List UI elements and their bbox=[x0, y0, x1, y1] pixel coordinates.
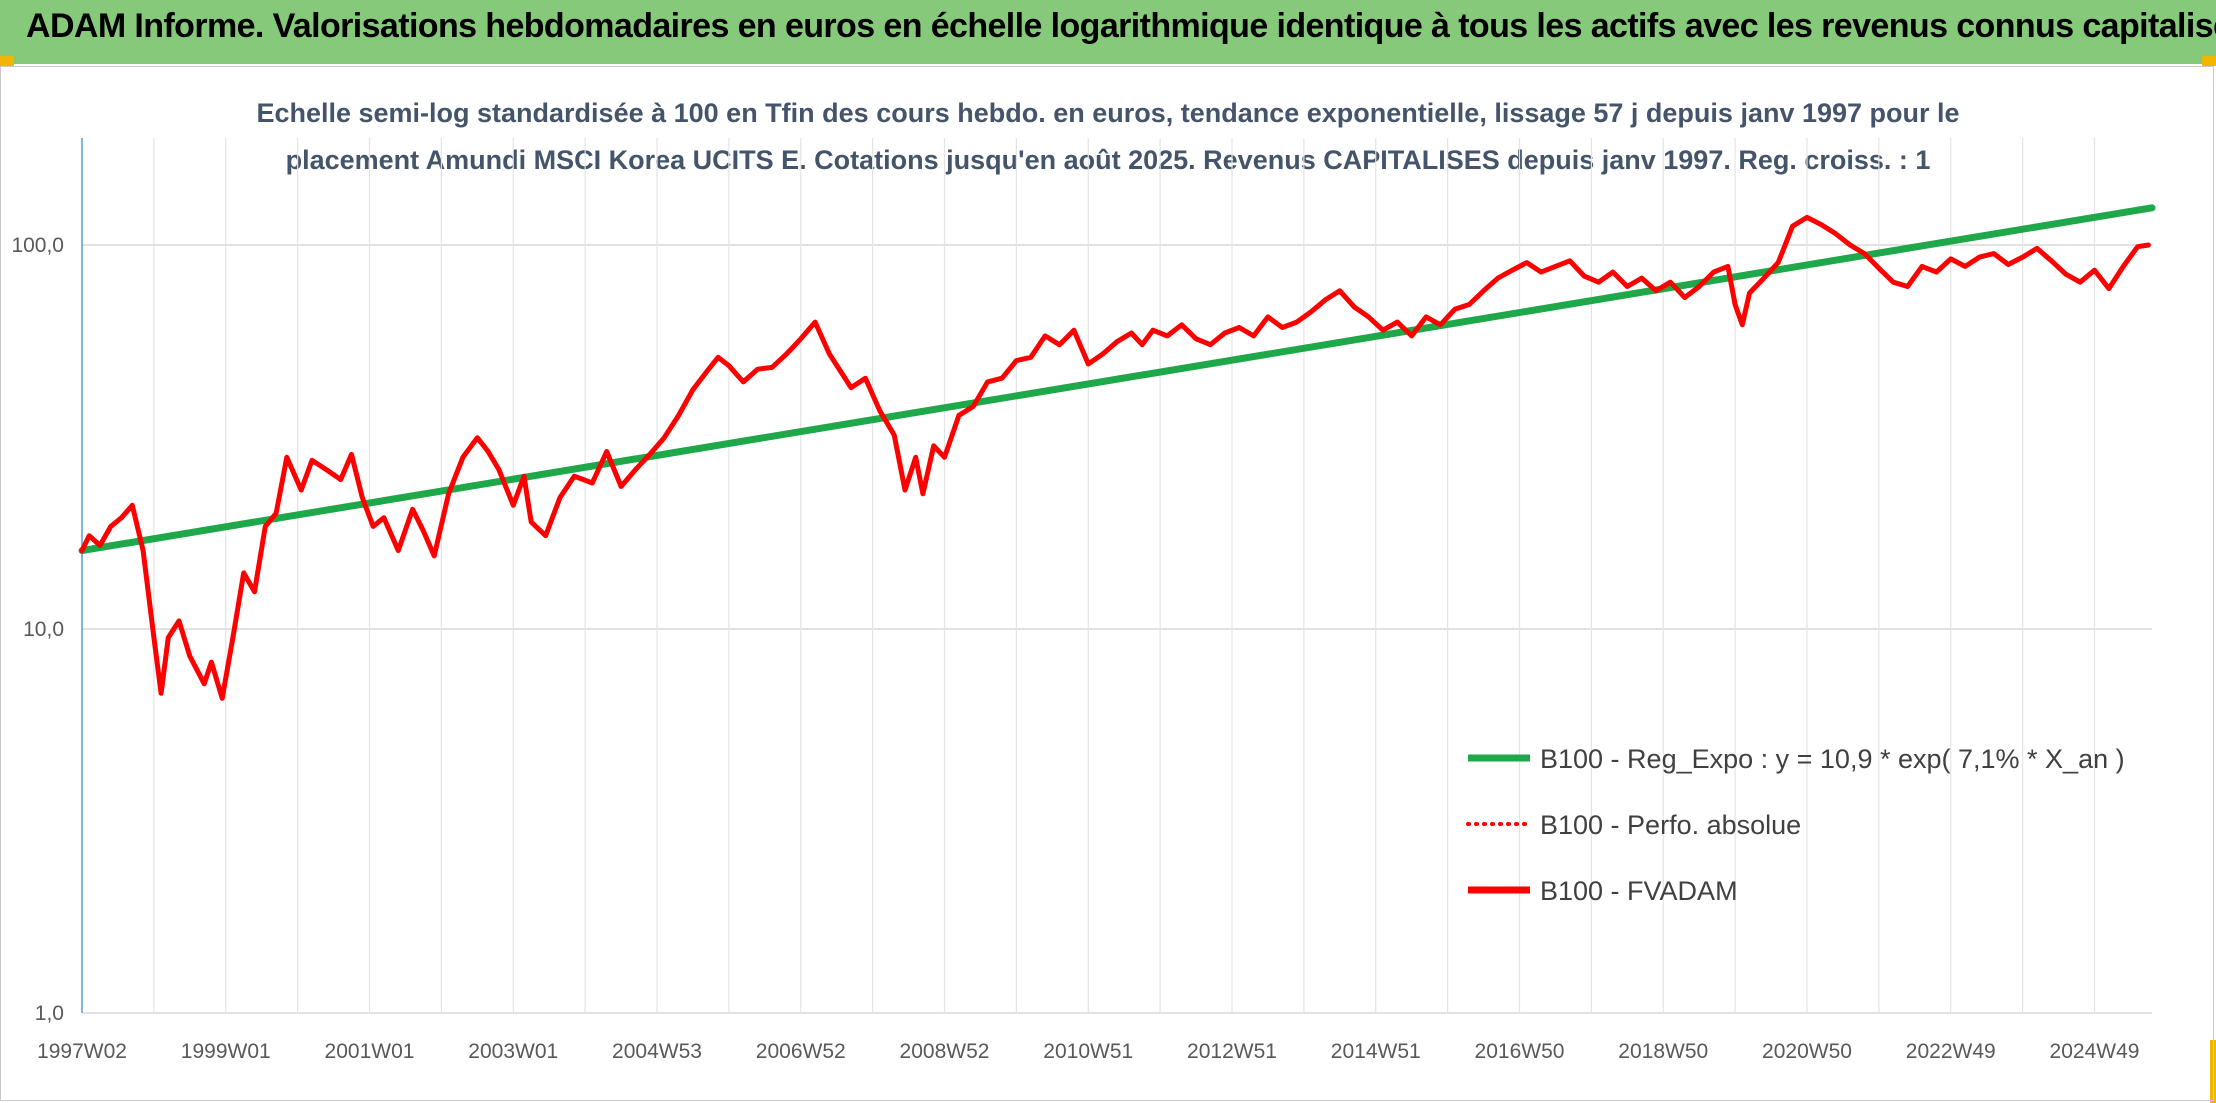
y-tick-label-1: 10,0 bbox=[23, 618, 64, 641]
x-tick-label-1: 1999W01 bbox=[181, 1040, 271, 1063]
legend: B100 - Reg_Expo : y = 10,9 * exp( 7,1% *… bbox=[1466, 744, 2125, 906]
chart-subtitle-line-2: placement Amundi MSCI Korea UCITS E. Cot… bbox=[286, 145, 1931, 175]
x-tick-label-12: 2020W50 bbox=[1762, 1040, 1852, 1063]
series-line-0 bbox=[78, 204, 2156, 555]
legend-label-0: B100 - Reg_Expo : y = 10,9 * exp( 7,1% *… bbox=[1540, 744, 2125, 774]
series-layer bbox=[78, 204, 2156, 701]
y-tick-label-2: 100,0 bbox=[11, 234, 64, 257]
grid-layer bbox=[82, 138, 2152, 1014]
page-title: ADAM Informe. Valorisations hebdomadaire… bbox=[26, 7, 2216, 45]
x-tick-label-0: 1997W02 bbox=[37, 1040, 127, 1063]
x-tick-label-8: 2012W51 bbox=[1187, 1040, 1277, 1063]
legend-label-2: B100 - FVADAM bbox=[1540, 876, 1738, 906]
x-tick-label-13: 2022W49 bbox=[1906, 1040, 1996, 1063]
x-tick-label-4: 2004W53 bbox=[612, 1040, 702, 1063]
x-tick-label-11: 2018W50 bbox=[1618, 1040, 1708, 1063]
x-tick-label-7: 2010W51 bbox=[1043, 1040, 1133, 1063]
axis-layer: 1,0 10,0 100,0 1997W02 1999W01 2001W01 2003W01… bbox=[11, 138, 2139, 1063]
legend-label-1: B100 - Perfo. absolue bbox=[1540, 810, 1801, 840]
x-tick-label-14: 2024W49 bbox=[2050, 1040, 2140, 1063]
series-line-2 bbox=[79, 214, 2151, 701]
header-band: ADAM Informe. Valorisations hebdomadaire… bbox=[0, 0, 2216, 66]
chart-subtitle-line-1: Echelle semi-log standardisée à 100 en T… bbox=[256, 98, 1959, 128]
x-tick-label-6: 2008W52 bbox=[900, 1040, 990, 1063]
x-tick-label-3: 2003W01 bbox=[468, 1040, 558, 1063]
x-tick-label-10: 2016W50 bbox=[1475, 1040, 1565, 1063]
y-tick-label-0: 1,0 bbox=[35, 1002, 64, 1025]
chart-frame bbox=[0, 66, 2214, 1101]
corner-marker-top-left bbox=[0, 56, 14, 66]
x-tick-label-9: 2014W51 bbox=[1331, 1040, 1421, 1063]
x-tick-label-5: 2006W52 bbox=[756, 1040, 846, 1063]
corner-marker-top-right bbox=[2202, 56, 2216, 66]
x-tick-label-2: 2001W01 bbox=[325, 1040, 415, 1063]
